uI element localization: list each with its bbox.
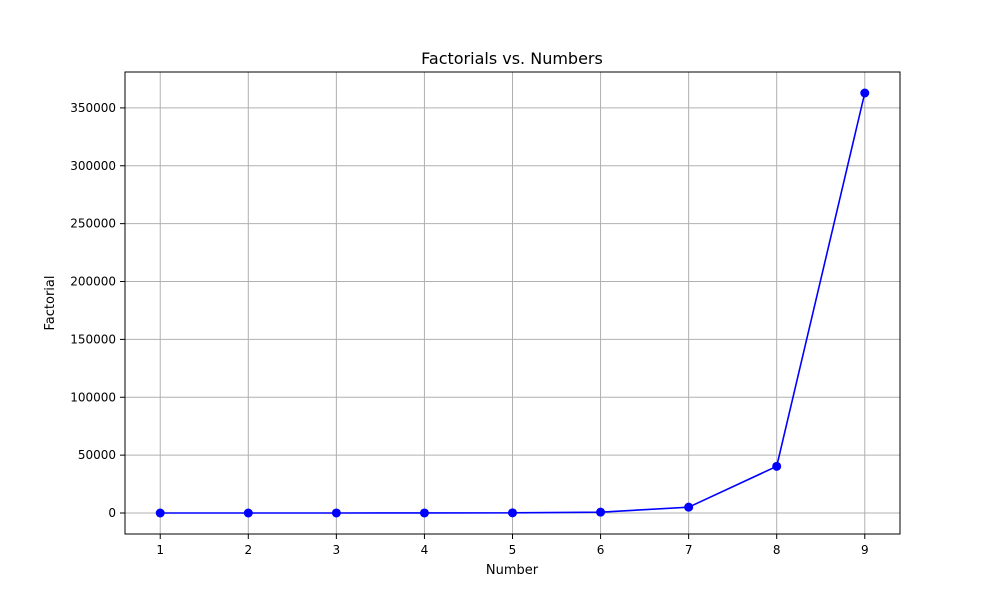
ticks: 1 2 3 4 5 6 7 8 9 0 50000 100000 150000 200000 250000 3… [70,101,868,557]
data-point-marker [772,461,782,471]
y-tick-label: 150000 [70,332,116,346]
x-tick-label: 2 [244,543,252,557]
y-axis-title: Factorial [43,276,58,331]
grid [125,72,900,534]
x-tick-label: 8 [773,543,781,557]
x-tick-label: 9 [861,543,869,557]
x-tick-label: 3 [333,543,341,557]
data-point-marker [596,507,606,517]
data-point-marker [508,508,517,518]
x-tick-label: 1 [156,543,164,557]
data-point-marker [155,508,165,518]
y-tick-label: 50000 [78,448,116,462]
x-tick-label: 5 [509,543,517,557]
y-tick-label: 350000 [70,101,116,115]
y-tick-label: 100000 [70,390,116,404]
y-tick-label: 0 [108,506,116,520]
data-point-marker [243,508,253,518]
x-tick-label: 6 [597,543,605,557]
data-point-marker [331,508,341,518]
data-point-marker [684,502,694,512]
data-point-marker [419,508,429,518]
x-tick-label: 4 [421,543,429,557]
chart-title: Factorials vs. Numbers [421,49,603,68]
series-layer [155,88,870,518]
y-tick-label: 300000 [70,159,116,173]
y-tick-label: 250000 [70,217,116,231]
x-axis-title: Number [486,563,539,578]
data-point-marker [860,88,870,98]
x-tick-label: 7 [685,543,693,557]
y-tick-label: 200000 [70,275,116,289]
